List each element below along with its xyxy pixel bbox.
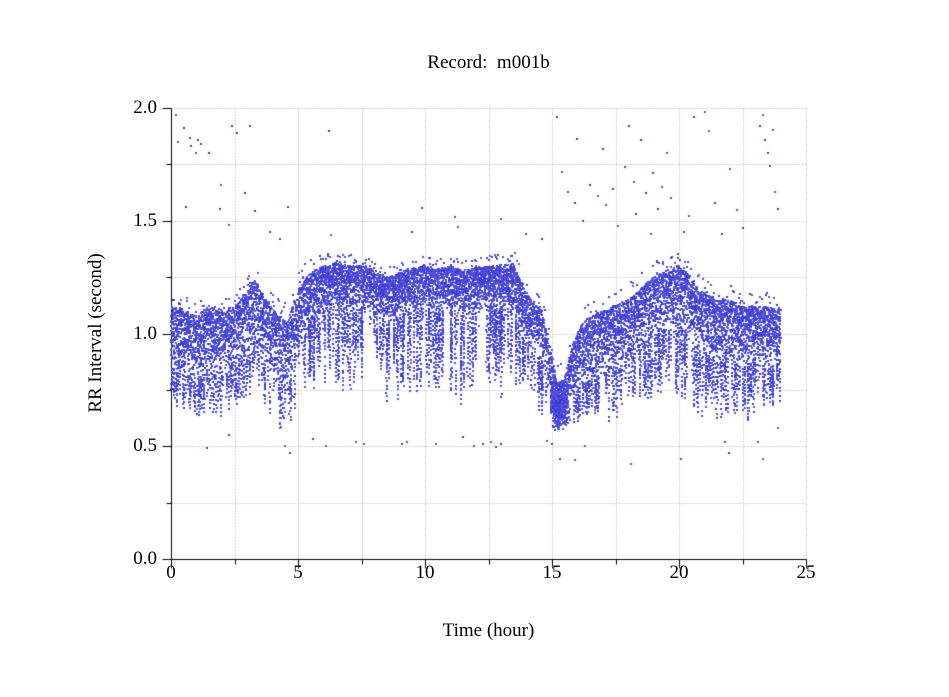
chart-title: Record: m001b — [427, 52, 550, 73]
x-tick-label: 20 — [669, 562, 689, 583]
x-tick-label: 5 — [293, 562, 303, 583]
y-tick-label: 2.0 — [133, 97, 157, 118]
y-tick-label: 0.5 — [133, 435, 157, 457]
y-tick-label: 1.0 — [133, 322, 157, 344]
x-axis-title: Time (hour) — [442, 620, 535, 641]
y-tick-label: 1.5 — [133, 209, 157, 231]
y-tick-label: 0.0 — [133, 548, 157, 569]
x-tick-label: 15 — [542, 562, 562, 583]
x-tick-label: 10 — [415, 562, 435, 583]
x-tick-label: 25 — [796, 562, 816, 583]
x-tick-label: 0 — [166, 562, 176, 583]
